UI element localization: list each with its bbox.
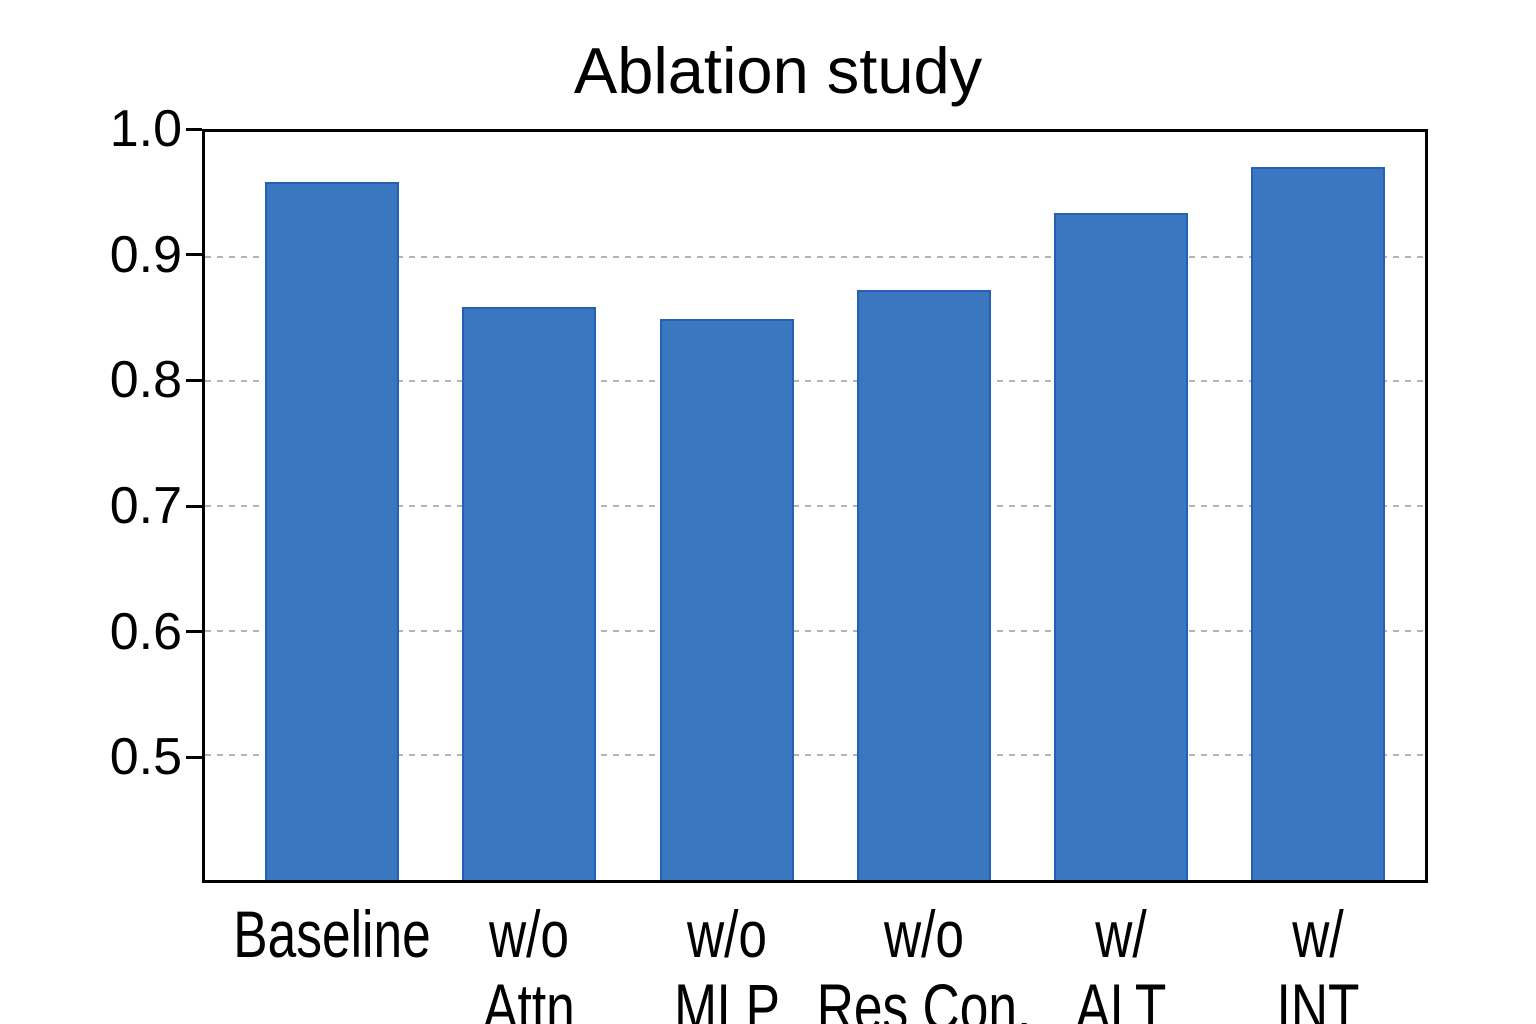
gridline (205, 754, 1425, 757)
y-tick (186, 127, 202, 131)
bar (265, 181, 400, 880)
gridline (205, 505, 1425, 507)
x-tick-label: w/ INT (1265, 898, 1371, 1024)
y-tick (186, 378, 202, 382)
chart-title: Ablation study (573, 34, 983, 107)
y-tick-label: 0.5 (109, 728, 182, 787)
bars-layer (205, 132, 1425, 880)
gridline (205, 380, 1425, 383)
gridline (205, 255, 1425, 258)
plot-area (202, 129, 1428, 883)
x-tick-label-text: w/ INT (1276, 897, 1360, 1024)
grid-layer (205, 132, 1425, 880)
y-tick-label: 0.6 (109, 602, 182, 661)
y-tick (186, 504, 202, 508)
bar (1251, 166, 1386, 880)
y-tick (186, 253, 202, 257)
x-tick-label: w/o Res Con. (786, 898, 1061, 1024)
bar (659, 319, 794, 880)
y-tick-label: 0.9 (109, 225, 182, 284)
x-tick-label-text: w/o Attn (483, 897, 576, 1024)
gridline (205, 629, 1425, 632)
x-tick-label-text: Baseline (233, 897, 431, 971)
bar (856, 290, 991, 880)
x-tick-label-text: w/o MLP (673, 897, 780, 1024)
y-tick-label: 0.8 (109, 351, 182, 410)
y-tick (186, 755, 202, 759)
x-tick-label: w/ ALT (1063, 898, 1179, 1024)
y-tick-label: 1.0 (109, 100, 182, 158)
x-tick-label: w/o Attn (471, 898, 588, 1024)
y-tick-label: 0.7 (109, 477, 182, 535)
x-tick-label: w/o MLP (659, 898, 795, 1024)
bar (462, 306, 597, 880)
x-tick-label-text: w/o Res Con. (816, 897, 1032, 1024)
bar (1054, 213, 1188, 880)
x-tick-label-text: w/ ALT (1075, 897, 1167, 1024)
y-tick (186, 630, 202, 634)
x-tick-label: Baseline (206, 898, 459, 971)
